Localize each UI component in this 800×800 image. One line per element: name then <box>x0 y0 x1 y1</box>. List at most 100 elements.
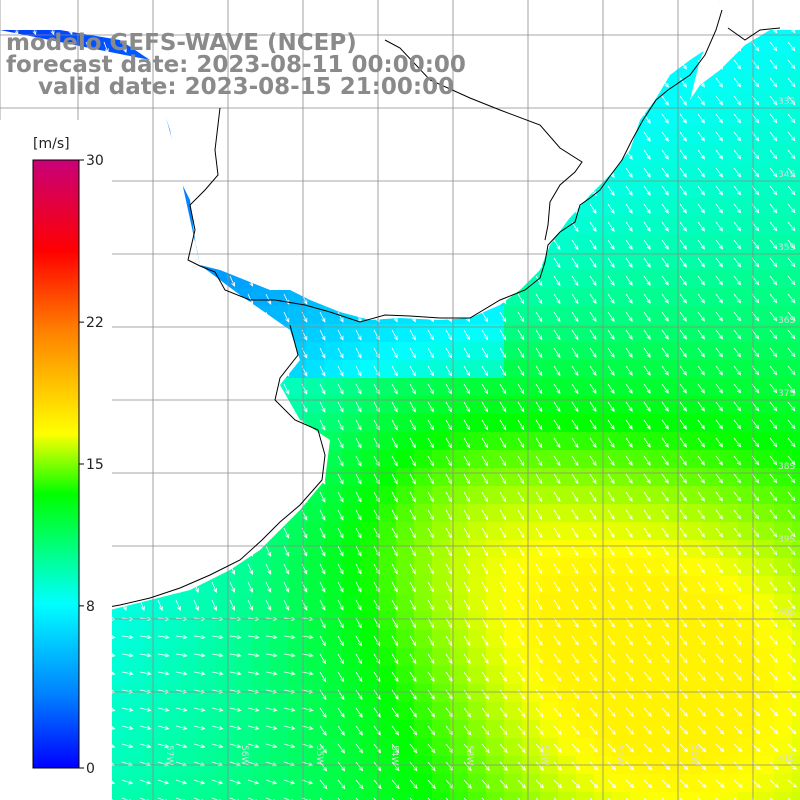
field-cell <box>576 630 595 649</box>
colorbar-tick-label: 8 <box>86 599 95 615</box>
wind-arrow <box>733 383 742 394</box>
field-cell <box>738 558 757 577</box>
field-cell <box>432 522 451 541</box>
field-cell <box>468 720 487 739</box>
lon-label: 51W <box>614 745 624 765</box>
wind-arrow <box>391 761 400 772</box>
field-cell <box>630 774 649 793</box>
field-cell <box>306 792 325 800</box>
wind-arrow <box>769 203 778 214</box>
field-cell <box>648 432 667 451</box>
field-cell <box>792 54 800 73</box>
field-cell <box>576 450 595 469</box>
field-cell <box>612 234 631 253</box>
wind-arrow <box>769 545 778 556</box>
field-cell <box>126 720 145 739</box>
wind-arrow <box>391 563 398 575</box>
wind-arrow <box>427 725 436 736</box>
wind-arrow <box>571 563 579 575</box>
wind-arrow <box>769 77 778 88</box>
field-cell <box>738 666 757 685</box>
wind-arrow <box>535 797 539 800</box>
field-cell <box>504 774 523 793</box>
field-cell <box>486 684 505 703</box>
field-cell <box>756 702 775 721</box>
field-cell <box>792 90 800 109</box>
field-cell <box>252 666 271 685</box>
wind-arrow <box>337 761 346 772</box>
field-cell <box>666 450 685 469</box>
field-cell <box>774 324 793 343</box>
wind-arrow <box>517 635 525 646</box>
field-cell <box>630 486 649 505</box>
wind-arrow <box>625 167 633 178</box>
field-cell <box>792 144 800 163</box>
wind-arrow <box>319 617 326 629</box>
field-cell <box>288 684 307 703</box>
wind-arrow <box>625 293 633 304</box>
wind-arrow <box>715 401 724 412</box>
field-cell <box>612 306 631 325</box>
wind-arrow <box>661 275 669 286</box>
wind-arrow <box>697 689 706 699</box>
field-cell <box>558 702 577 721</box>
field-cell <box>792 360 800 379</box>
field-cell <box>396 522 415 541</box>
wind-arrow <box>517 437 525 449</box>
wind-arrow <box>643 761 653 771</box>
field-cell <box>396 720 415 739</box>
wind-arrow <box>733 689 743 699</box>
field-cell <box>270 666 289 685</box>
field-cell <box>756 36 775 55</box>
wind-arrow <box>283 743 296 749</box>
wind-arrow <box>211 653 224 658</box>
wind-arrow <box>769 743 779 753</box>
field-cell <box>648 468 667 487</box>
wind-arrow <box>661 239 669 250</box>
field-cell <box>198 738 217 757</box>
field-cell <box>684 162 703 181</box>
field-cell <box>756 90 775 109</box>
field-cell <box>540 396 559 415</box>
wind-arrow <box>625 437 633 448</box>
field-cell <box>108 648 127 667</box>
field-cell <box>378 702 397 721</box>
wind-arrow <box>553 311 561 323</box>
wind-arrow <box>679 581 687 592</box>
field-cell <box>684 270 703 289</box>
field-cell <box>630 216 649 235</box>
field-cell <box>504 720 523 739</box>
wind-arrow <box>589 671 598 682</box>
wind-arrow <box>445 653 453 664</box>
field-cell <box>576 576 595 595</box>
field-cell <box>432 432 451 451</box>
field-cell <box>666 378 685 397</box>
wind-arrow <box>517 779 527 789</box>
wind-arrow <box>787 275 796 286</box>
wind-arrow <box>193 671 206 676</box>
wind-arrow <box>481 779 490 789</box>
field-cell <box>792 792 800 800</box>
field-cell <box>648 666 667 685</box>
wind-arrow <box>481 671 489 682</box>
field-cell <box>378 576 397 595</box>
field-cell <box>720 72 739 91</box>
wind-arrow <box>355 671 363 683</box>
wind-arrow <box>229 599 235 611</box>
field-cell <box>702 90 721 109</box>
field-cell <box>738 378 757 397</box>
field-cell <box>396 414 415 433</box>
wind-arrow <box>661 473 669 484</box>
wind-arrow <box>679 113 687 124</box>
wind-arrow <box>643 779 653 789</box>
wind-arrow <box>697 671 706 682</box>
field-cell <box>522 792 541 800</box>
field-cell <box>666 720 685 739</box>
field-cell <box>432 360 451 379</box>
field-cell <box>720 234 739 253</box>
field-cell <box>774 774 793 793</box>
field-cell <box>756 738 775 757</box>
wind-arrow <box>769 185 778 196</box>
field-cell <box>720 144 739 163</box>
wind-arrow <box>211 634 224 640</box>
